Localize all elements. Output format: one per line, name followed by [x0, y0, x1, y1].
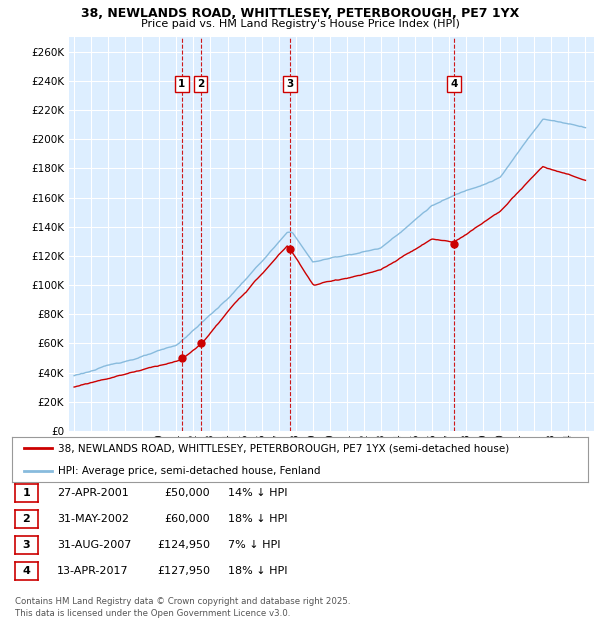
Text: 18% ↓ HPI: 18% ↓ HPI	[228, 514, 287, 524]
Text: 4: 4	[22, 566, 31, 576]
Text: 31-MAY-2002: 31-MAY-2002	[57, 514, 129, 524]
Text: 38, NEWLANDS ROAD, WHITTLESEY, PETERBOROUGH, PE7 1YX (semi-detached house): 38, NEWLANDS ROAD, WHITTLESEY, PETERBORO…	[58, 443, 509, 453]
Text: 3: 3	[23, 540, 30, 550]
Text: 4: 4	[450, 79, 458, 89]
Text: 38, NEWLANDS ROAD, WHITTLESEY, PETERBOROUGH, PE7 1YX: 38, NEWLANDS ROAD, WHITTLESEY, PETERBORO…	[81, 7, 519, 20]
Text: £124,950: £124,950	[157, 540, 210, 550]
Text: £50,000: £50,000	[164, 488, 210, 498]
Text: 7% ↓ HPI: 7% ↓ HPI	[228, 540, 281, 550]
Text: 2: 2	[23, 514, 30, 524]
Text: 2: 2	[197, 79, 204, 89]
Text: Price paid vs. HM Land Registry's House Price Index (HPI): Price paid vs. HM Land Registry's House …	[140, 19, 460, 29]
Text: 31-AUG-2007: 31-AUG-2007	[57, 540, 131, 550]
Text: 14% ↓ HPI: 14% ↓ HPI	[228, 488, 287, 498]
Text: £127,950: £127,950	[157, 566, 210, 576]
Text: 18% ↓ HPI: 18% ↓ HPI	[228, 566, 287, 576]
Text: 1: 1	[23, 488, 30, 498]
Text: 27-APR-2001: 27-APR-2001	[57, 488, 129, 498]
Text: 13-APR-2017: 13-APR-2017	[57, 566, 128, 576]
Text: HPI: Average price, semi-detached house, Fenland: HPI: Average price, semi-detached house,…	[58, 466, 320, 476]
Text: Contains HM Land Registry data © Crown copyright and database right 2025.
This d: Contains HM Land Registry data © Crown c…	[15, 597, 350, 618]
Text: 1: 1	[178, 79, 185, 89]
Text: 3: 3	[286, 79, 293, 89]
Text: £60,000: £60,000	[164, 514, 210, 524]
